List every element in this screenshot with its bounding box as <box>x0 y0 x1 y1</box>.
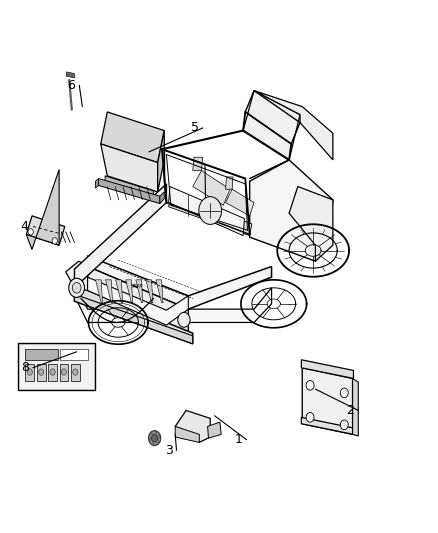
Circle shape <box>52 238 57 244</box>
Polygon shape <box>193 171 230 205</box>
Circle shape <box>306 381 314 390</box>
Polygon shape <box>26 216 65 245</box>
Polygon shape <box>106 280 113 303</box>
Polygon shape <box>95 179 99 188</box>
Polygon shape <box>66 72 75 78</box>
Circle shape <box>199 197 222 224</box>
Polygon shape <box>88 256 272 309</box>
Polygon shape <box>74 294 193 344</box>
Polygon shape <box>289 187 333 261</box>
Polygon shape <box>88 277 188 325</box>
Circle shape <box>148 431 161 446</box>
Polygon shape <box>66 261 88 290</box>
Polygon shape <box>250 160 333 261</box>
Circle shape <box>72 282 81 293</box>
Circle shape <box>27 369 32 375</box>
Polygon shape <box>95 280 102 303</box>
Polygon shape <box>116 280 123 303</box>
Circle shape <box>69 278 85 297</box>
Polygon shape <box>101 112 164 163</box>
Polygon shape <box>169 195 252 236</box>
Text: 4: 4 <box>20 220 28 233</box>
Polygon shape <box>302 368 353 434</box>
Circle shape <box>152 434 158 442</box>
Polygon shape <box>226 189 254 216</box>
Polygon shape <box>101 144 158 192</box>
Text: 3: 3 <box>165 444 173 457</box>
Polygon shape <box>243 91 300 160</box>
Polygon shape <box>301 417 353 434</box>
Polygon shape <box>99 179 160 204</box>
Polygon shape <box>37 364 46 381</box>
Polygon shape <box>175 426 199 442</box>
Text: Jeep: Jeep <box>133 283 143 288</box>
Polygon shape <box>146 280 153 303</box>
Circle shape <box>178 312 190 327</box>
Circle shape <box>50 369 55 375</box>
Polygon shape <box>158 131 164 192</box>
Polygon shape <box>208 422 221 438</box>
Circle shape <box>340 420 348 430</box>
Polygon shape <box>353 378 358 436</box>
Polygon shape <box>74 184 166 288</box>
Polygon shape <box>74 277 193 344</box>
Polygon shape <box>169 187 244 236</box>
Polygon shape <box>48 364 57 381</box>
Circle shape <box>61 369 67 375</box>
Polygon shape <box>26 169 59 249</box>
Polygon shape <box>126 280 133 303</box>
Text: 2: 2 <box>346 404 354 417</box>
Text: 6: 6 <box>67 79 75 92</box>
Polygon shape <box>25 349 58 360</box>
Polygon shape <box>60 364 68 381</box>
Circle shape <box>306 413 314 422</box>
Circle shape <box>73 369 78 375</box>
Polygon shape <box>193 157 203 171</box>
Polygon shape <box>105 176 153 200</box>
Text: 5: 5 <box>191 122 199 134</box>
Polygon shape <box>301 360 353 378</box>
Polygon shape <box>88 266 188 333</box>
Text: 8: 8 <box>21 361 29 374</box>
Text: 1: 1 <box>235 433 243 446</box>
Circle shape <box>340 388 348 398</box>
Polygon shape <box>136 280 143 303</box>
Polygon shape <box>74 282 272 322</box>
Polygon shape <box>18 343 95 390</box>
Polygon shape <box>156 280 163 303</box>
Polygon shape <box>25 364 34 381</box>
Polygon shape <box>71 364 80 381</box>
Polygon shape <box>254 91 333 160</box>
Polygon shape <box>160 192 164 204</box>
Circle shape <box>28 229 33 235</box>
Polygon shape <box>60 349 88 360</box>
Circle shape <box>39 369 44 375</box>
Polygon shape <box>226 177 233 189</box>
Polygon shape <box>175 410 210 442</box>
